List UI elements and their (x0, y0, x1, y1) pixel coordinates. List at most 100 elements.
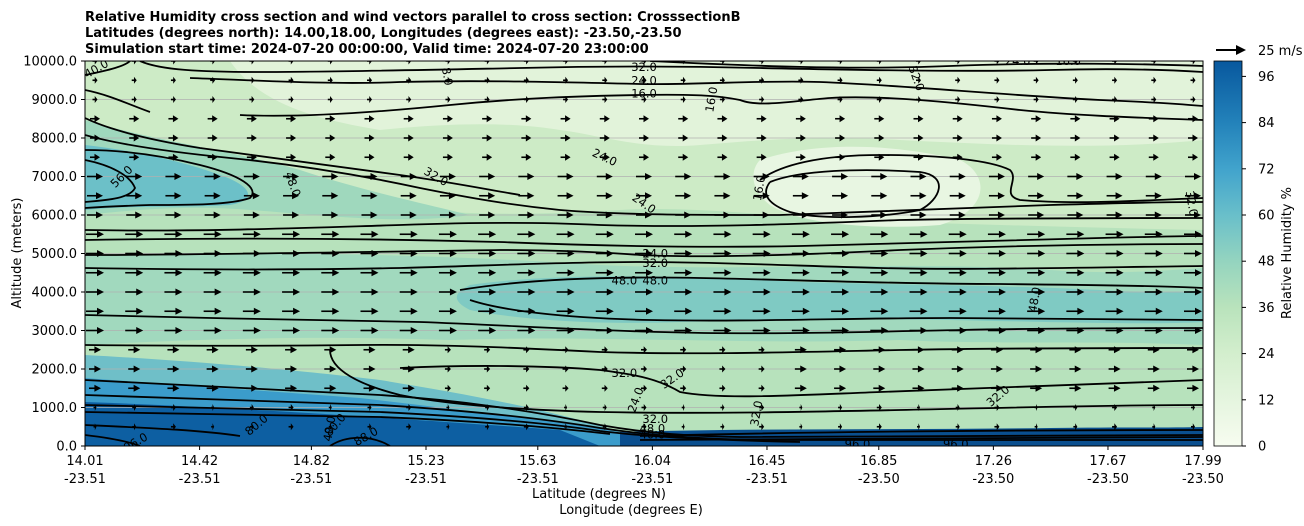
wind-vector (837, 96, 843, 103)
wind-vector (439, 173, 456, 180)
wind-vector (871, 173, 888, 180)
wind-vector (89, 384, 101, 392)
wind-vector (1190, 61, 1196, 65)
wind-vector (792, 173, 809, 180)
wind-vector (327, 76, 333, 84)
wind-vector (955, 61, 961, 65)
wind-vector (562, 365, 569, 373)
wind-vector (361, 192, 378, 200)
wind-vector (207, 153, 218, 161)
wind-vector (131, 96, 137, 103)
wind-vector (678, 153, 689, 161)
contour-48-mid-outer (459, 276, 1203, 291)
wind-vector (556, 288, 575, 296)
wind-vector (324, 346, 337, 354)
wind-vector (367, 423, 372, 431)
wind-vector (211, 423, 215, 431)
wind-vector (791, 250, 810, 257)
wind-vector (170, 76, 176, 84)
wind-vector (1144, 288, 1163, 296)
contour-bl-5 (85, 424, 241, 437)
x-tick-label-lat: 14.01 (66, 454, 103, 469)
wind-vector (987, 288, 1006, 296)
wind-vector (283, 211, 300, 219)
wind-vector (675, 173, 692, 180)
wind-vector (485, 423, 490, 431)
wind-vector (321, 307, 340, 315)
wind-vector (1033, 61, 1039, 65)
wind-vector (713, 269, 732, 277)
wind-vector (517, 288, 536, 296)
y-tick-label: 9000.0 (32, 93, 78, 108)
wind-vector (948, 269, 967, 277)
wind-vector (1027, 230, 1046, 238)
wind-vector (717, 115, 728, 123)
x-tick-label-lat: 15.23 (407, 454, 444, 469)
wind-vector (245, 384, 258, 392)
y-tick-label: 6000.0 (32, 209, 78, 224)
wind-vector (92, 61, 98, 65)
wind-vector (364, 153, 375, 161)
wind-vector (719, 61, 725, 65)
wind-vector (406, 404, 412, 411)
wind-vector (1066, 288, 1085, 296)
wind-vector (1072, 76, 1078, 84)
contour-label: 48.0 (642, 273, 668, 287)
wind-vector (912, 384, 925, 392)
wind-vector (249, 61, 255, 65)
wind-vector (242, 307, 261, 315)
contour-upper-32b (649, 61, 1203, 69)
colorbar-tick-label: 0 (1258, 440, 1266, 455)
wind-vector (479, 211, 496, 219)
rh-boundary-layer-saturated (85, 402, 600, 446)
wind-vector (249, 76, 255, 84)
wind-vector (1147, 384, 1160, 392)
x-tick-label-lon: -23.51 (517, 472, 559, 487)
wind-vector (955, 76, 961, 84)
wind-vector (1187, 346, 1199, 354)
contour-upper-32 (139, 61, 1203, 73)
wind-vector (167, 384, 180, 392)
wind-vector (948, 327, 967, 334)
wind-vector (282, 269, 301, 277)
wind-vector (168, 134, 179, 142)
wind-vector (129, 134, 140, 142)
wind-vector (636, 211, 652, 219)
wind-vector (876, 76, 882, 84)
wind-vector (876, 423, 882, 431)
wind-vector (1073, 404, 1078, 411)
contour-32-lower (85, 343, 1203, 355)
colorbar-tick-label: 24 (1258, 347, 1275, 362)
wind-vector (562, 346, 569, 354)
wind-vector (210, 96, 216, 103)
wind-vector (834, 384, 847, 392)
wind-vector (713, 230, 732, 238)
wind-vector (1148, 115, 1159, 123)
wind-vector (756, 134, 767, 142)
wind-vector (360, 250, 379, 257)
wind-vector (523, 404, 529, 411)
wind-vector (1031, 153, 1042, 161)
contour-label: 16.0 (1055, 54, 1081, 68)
contour-label: 16.0 (702, 86, 720, 114)
wind-vector (680, 365, 687, 373)
wind-vector (478, 307, 497, 315)
wind-vector (564, 423, 568, 431)
wind-vector (560, 153, 571, 161)
wind-vector (367, 96, 372, 103)
wind-vector (93, 404, 97, 411)
wind-vector (952, 153, 963, 161)
x-tick-label-lon: -23.50 (972, 472, 1014, 487)
wind-vector (203, 307, 222, 315)
wind-vector (639, 153, 649, 161)
wind-vector (602, 96, 608, 103)
wind-vector (168, 153, 179, 161)
x-tick-label-lat: 17.67 (1089, 454, 1126, 469)
wind-vector (599, 153, 610, 161)
wind-vector (86, 327, 104, 334)
wind-vector (717, 153, 728, 161)
wind-vector (478, 327, 497, 334)
wind-vector (363, 384, 376, 392)
wind-vector (1145, 173, 1162, 180)
wind-vector (870, 250, 889, 257)
